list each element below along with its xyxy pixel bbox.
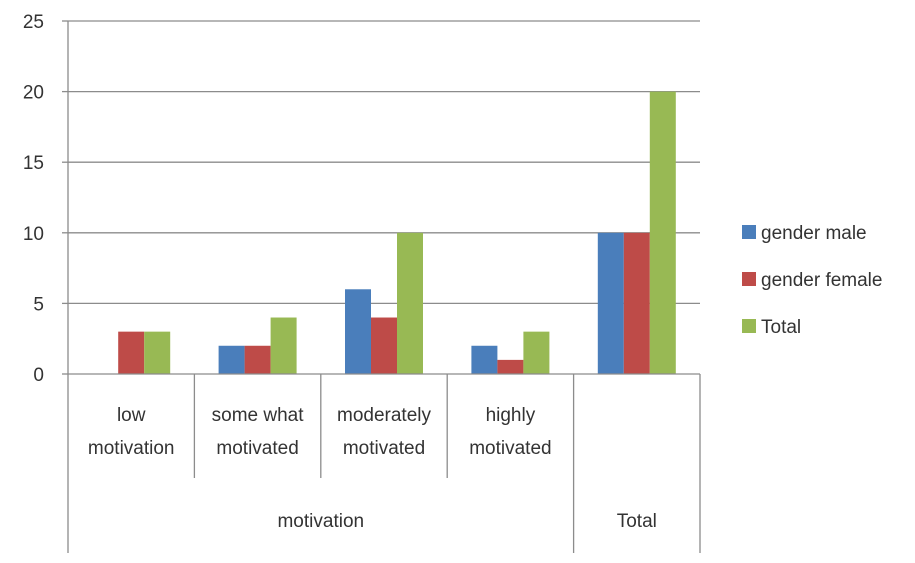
bar (497, 359, 524, 374)
category-label: motivation (88, 438, 175, 459)
group-label: Total (617, 511, 657, 532)
bars (118, 91, 676, 374)
category-label: motivated (469, 438, 551, 459)
category-label: highly (486, 405, 536, 426)
category-labels: low motivation some what motivated moderatel… (88, 405, 657, 532)
category-label: some what (212, 405, 305, 426)
legend-label: Total (761, 317, 801, 338)
bar (623, 232, 650, 374)
bar (649, 91, 676, 374)
bar (144, 331, 171, 374)
y-tick-label: 10 (23, 224, 44, 245)
bar (523, 331, 550, 374)
bar (244, 345, 271, 374)
category-label: motivated (216, 438, 298, 459)
y-tick-label: 25 (23, 12, 44, 33)
bar (118, 331, 145, 374)
y-tick-label: 5 (33, 294, 44, 315)
bar (397, 232, 423, 374)
category-label: low (117, 405, 146, 426)
bar (371, 317, 397, 374)
gridlines (62, 20, 700, 375)
legend-label: gender female (761, 270, 882, 291)
y-axis-tick-labels: 0 5 10 15 20 25 (23, 12, 44, 386)
bar (218, 345, 245, 374)
bar (345, 289, 371, 374)
category-label: moderately (337, 405, 431, 426)
legend-swatch (742, 272, 756, 286)
legend-swatch (742, 319, 756, 333)
axes (67, 21, 701, 553)
legend: gender male gender female Total (742, 223, 882, 338)
bar (597, 232, 624, 374)
y-tick-label: 20 (23, 83, 44, 104)
legend-swatch (742, 225, 756, 239)
y-tick-label: 15 (23, 153, 44, 174)
legend-label: gender male (761, 223, 867, 244)
y-tick-label: 0 (33, 365, 44, 386)
group-label: motivation (277, 511, 364, 532)
bar (270, 317, 297, 374)
category-label: motivated (343, 438, 425, 459)
bar (471, 345, 498, 374)
